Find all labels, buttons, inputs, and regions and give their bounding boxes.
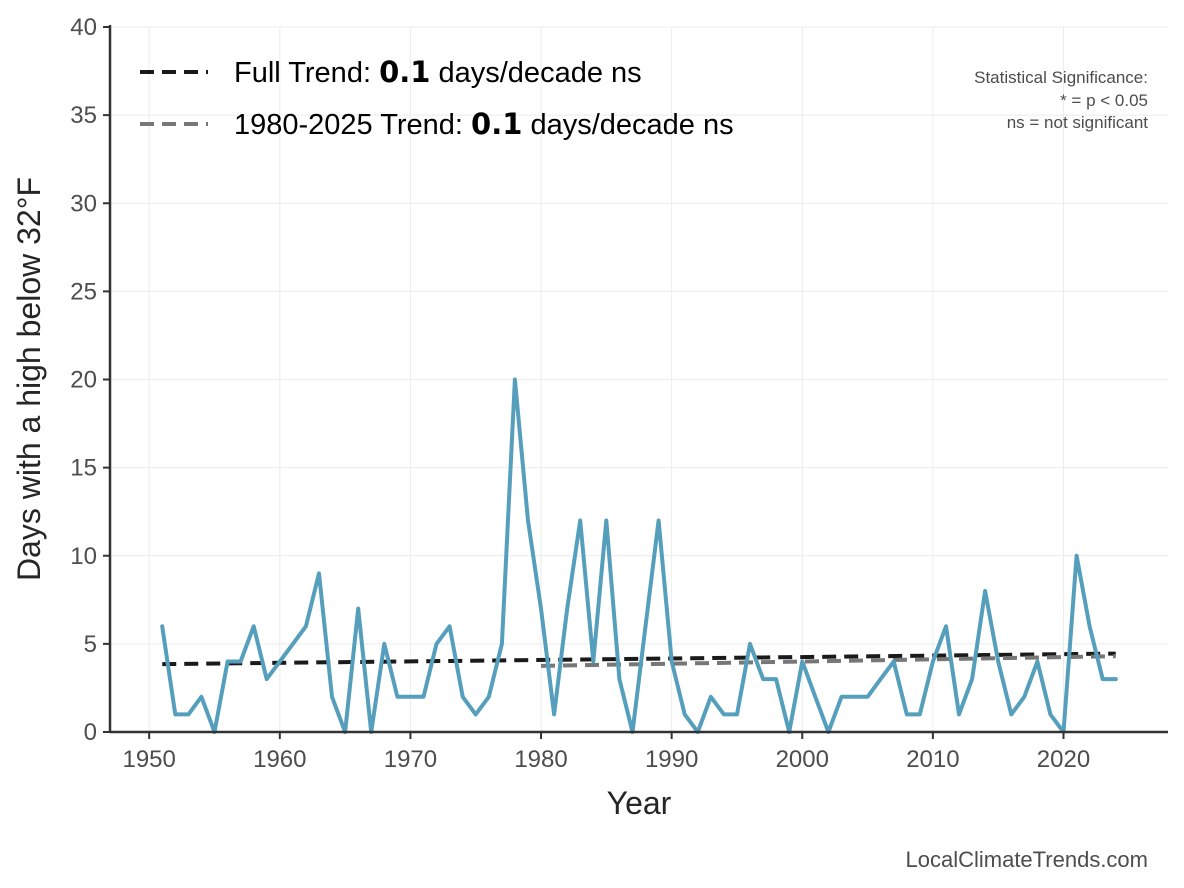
y-tick-label: 5 [84, 631, 97, 658]
y-tick-label: 20 [70, 367, 97, 394]
significance-ns: ns = not significant [1007, 113, 1149, 132]
significance-title: Statistical Significance: [974, 68, 1148, 87]
legend-value: 0.1 [471, 107, 522, 141]
series-line [160, 377, 1118, 734]
tick-labels: 0 5 10 15 20 25 30 35 40 1950 1960 1970 1980 1990 2000… [70, 14, 1090, 773]
grid [110, 26, 1168, 733]
x-tick-label: 1960 [253, 746, 306, 773]
y-axis-title: Days with a high below 32°F [11, 177, 47, 581]
y-tick-label: 25 [70, 278, 97, 305]
legend-suffix: days/decade ns [430, 57, 641, 89]
legend-prefix: Full Trend: [234, 57, 379, 89]
x-tick-label: 1980 [514, 746, 567, 773]
legend: Full Trend: 0.1 days/decade ns 1980-2025… [140, 55, 734, 141]
x-tick-label: 2000 [776, 746, 829, 773]
trend-line-recent [541, 654, 1116, 668]
legend-prefix: 1980-2025 Trend: [234, 109, 471, 141]
trend-line-full [162, 651, 1116, 667]
significance-note: Statistical Significance: * = p < 0.05 n… [974, 68, 1148, 132]
data-series [160, 377, 1118, 734]
legend-suffix: days/decade ns [522, 109, 733, 141]
x-tick-label: 1950 [122, 746, 175, 773]
trend-lines [162, 651, 1116, 668]
x-tick-label: 1990 [645, 746, 698, 773]
legend-entry-full-trend: Full Trend: 0.1 days/decade ns [234, 55, 642, 89]
y-tick-label: 0 [84, 719, 97, 746]
y-tick-label: 30 [70, 190, 97, 217]
legend-entry-recent-trend: 1980-2025 Trend: 0.1 days/decade ns [234, 107, 734, 141]
significance-star: * = p < 0.05 [1060, 91, 1148, 110]
y-tick-label: 35 [70, 102, 97, 129]
y-tick-label: 10 [70, 543, 97, 570]
x-axis-title: Year [607, 785, 672, 821]
x-tick-label: 2020 [1037, 746, 1090, 773]
x-tick-label: 1970 [384, 746, 437, 773]
y-tick-label: 15 [70, 455, 97, 482]
y-tick-label: 40 [70, 14, 97, 41]
axes [103, 25, 1168, 739]
credit-text: LocalClimateTrends.com [906, 847, 1149, 872]
legend-value: 0.1 [379, 55, 430, 89]
x-tick-label: 2010 [906, 746, 959, 773]
